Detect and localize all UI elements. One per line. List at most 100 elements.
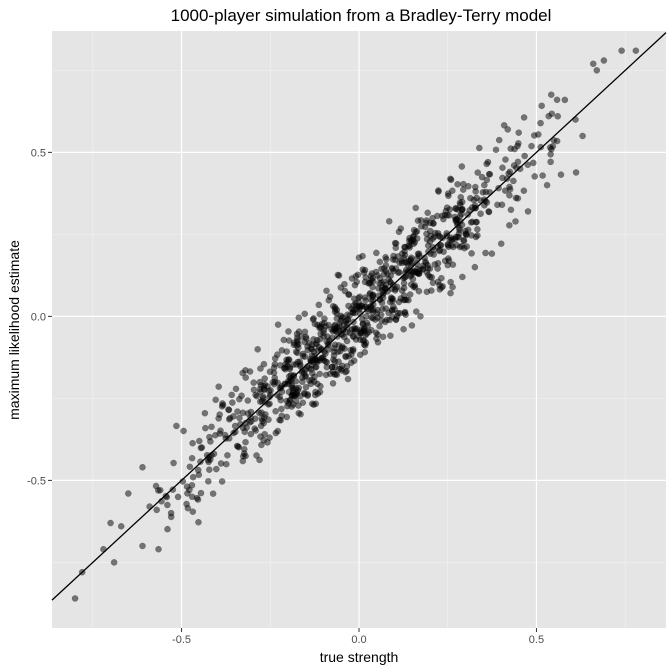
- data-point: [553, 96, 561, 104]
- data-point: [500, 122, 508, 129]
- data-point: [155, 545, 162, 553]
- data-point: [538, 102, 545, 110]
- data-point: [401, 243, 408, 251]
- data-point: [339, 343, 346, 350]
- data-point: [215, 415, 222, 422]
- data-point: [445, 192, 452, 200]
- data-point: [229, 399, 236, 406]
- data-point: [330, 325, 338, 333]
- data-point: [355, 303, 362, 311]
- data-point: [283, 397, 291, 405]
- data-point: [409, 275, 417, 283]
- x-tick-label: 0.5: [529, 634, 544, 646]
- data-point: [535, 131, 542, 138]
- data-point: [330, 344, 338, 352]
- data-point: [434, 265, 441, 272]
- y-tick-label: -0.5: [27, 475, 46, 487]
- data-point: [373, 249, 380, 257]
- data-point: [402, 273, 409, 280]
- x-axis-ticks: -0.5 0.0 0.5: [172, 628, 544, 646]
- data-point: [299, 399, 307, 406]
- data-point: [217, 427, 224, 434]
- data-point: [237, 420, 244, 428]
- data-point: [270, 369, 278, 377]
- data-point: [497, 240, 505, 247]
- data-point: [474, 226, 481, 233]
- data-point: [485, 208, 493, 216]
- data-point: [454, 181, 461, 188]
- data-point: [320, 357, 328, 364]
- data-point: [309, 316, 317, 323]
- data-point: [219, 400, 226, 407]
- data-point: [345, 291, 353, 298]
- data-point: [381, 285, 389, 292]
- data-point: [504, 126, 512, 133]
- data-point: [180, 427, 187, 435]
- data-point: [183, 500, 190, 508]
- data-point: [322, 323, 330, 330]
- data-point: [355, 254, 363, 261]
- data-point: [376, 258, 384, 266]
- data-point: [369, 283, 376, 291]
- data-point: [537, 143, 545, 151]
- data-points: [71, 47, 640, 602]
- data-point: [391, 287, 399, 294]
- data-point: [467, 194, 474, 202]
- data-point: [506, 186, 514, 193]
- data-point: [369, 291, 377, 299]
- data-point: [316, 370, 323, 378]
- data-point: [163, 493, 171, 501]
- data-point: [331, 371, 338, 378]
- data-point: [333, 315, 341, 322]
- data-point: [397, 225, 405, 232]
- x-tick-label: -0.5: [172, 634, 191, 646]
- data-point: [468, 250, 475, 257]
- data-point: [202, 424, 209, 432]
- data-point: [347, 359, 355, 367]
- y-tick-label: 0.5: [31, 147, 46, 159]
- data-point: [415, 252, 423, 260]
- data-point: [117, 523, 125, 530]
- data-point: [326, 293, 334, 300]
- data-point: [528, 142, 535, 150]
- data-point: [302, 383, 310, 391]
- data-point: [283, 413, 291, 421]
- data-point: [205, 458, 212, 466]
- data-point: [349, 332, 357, 340]
- data-point: [447, 278, 454, 286]
- data-point: [342, 368, 349, 376]
- data-point: [195, 518, 202, 526]
- data-point: [499, 164, 506, 172]
- data-point: [274, 427, 282, 435]
- data-point: [257, 388, 264, 396]
- data-point: [430, 251, 438, 258]
- data-point: [205, 478, 212, 485]
- y-axis-ticks: -0.5 0.0 0.5: [27, 147, 52, 487]
- data-point: [361, 294, 369, 301]
- data-point: [223, 460, 230, 468]
- data-point: [167, 513, 175, 521]
- data-point: [299, 378, 306, 386]
- data-point: [344, 316, 351, 324]
- data-point: [323, 287, 330, 295]
- data-point: [308, 400, 316, 407]
- data-point: [537, 119, 544, 127]
- data-point: [281, 364, 289, 371]
- data-point: [524, 161, 532, 169]
- data-point: [506, 168, 514, 176]
- reference-line-group: [51, 32, 667, 601]
- data-point: [321, 348, 328, 355]
- data-point: [415, 287, 423, 295]
- data-point: [295, 314, 303, 321]
- data-point: [246, 419, 254, 426]
- data-point: [316, 310, 324, 318]
- data-point: [392, 244, 400, 252]
- data-point: [471, 263, 479, 271]
- data-point: [271, 355, 279, 362]
- data-point: [455, 230, 463, 237]
- data-point: [484, 158, 492, 166]
- data-point: [244, 410, 252, 417]
- data-point: [432, 229, 439, 237]
- data-point: [345, 302, 352, 310]
- data-point: [324, 333, 331, 340]
